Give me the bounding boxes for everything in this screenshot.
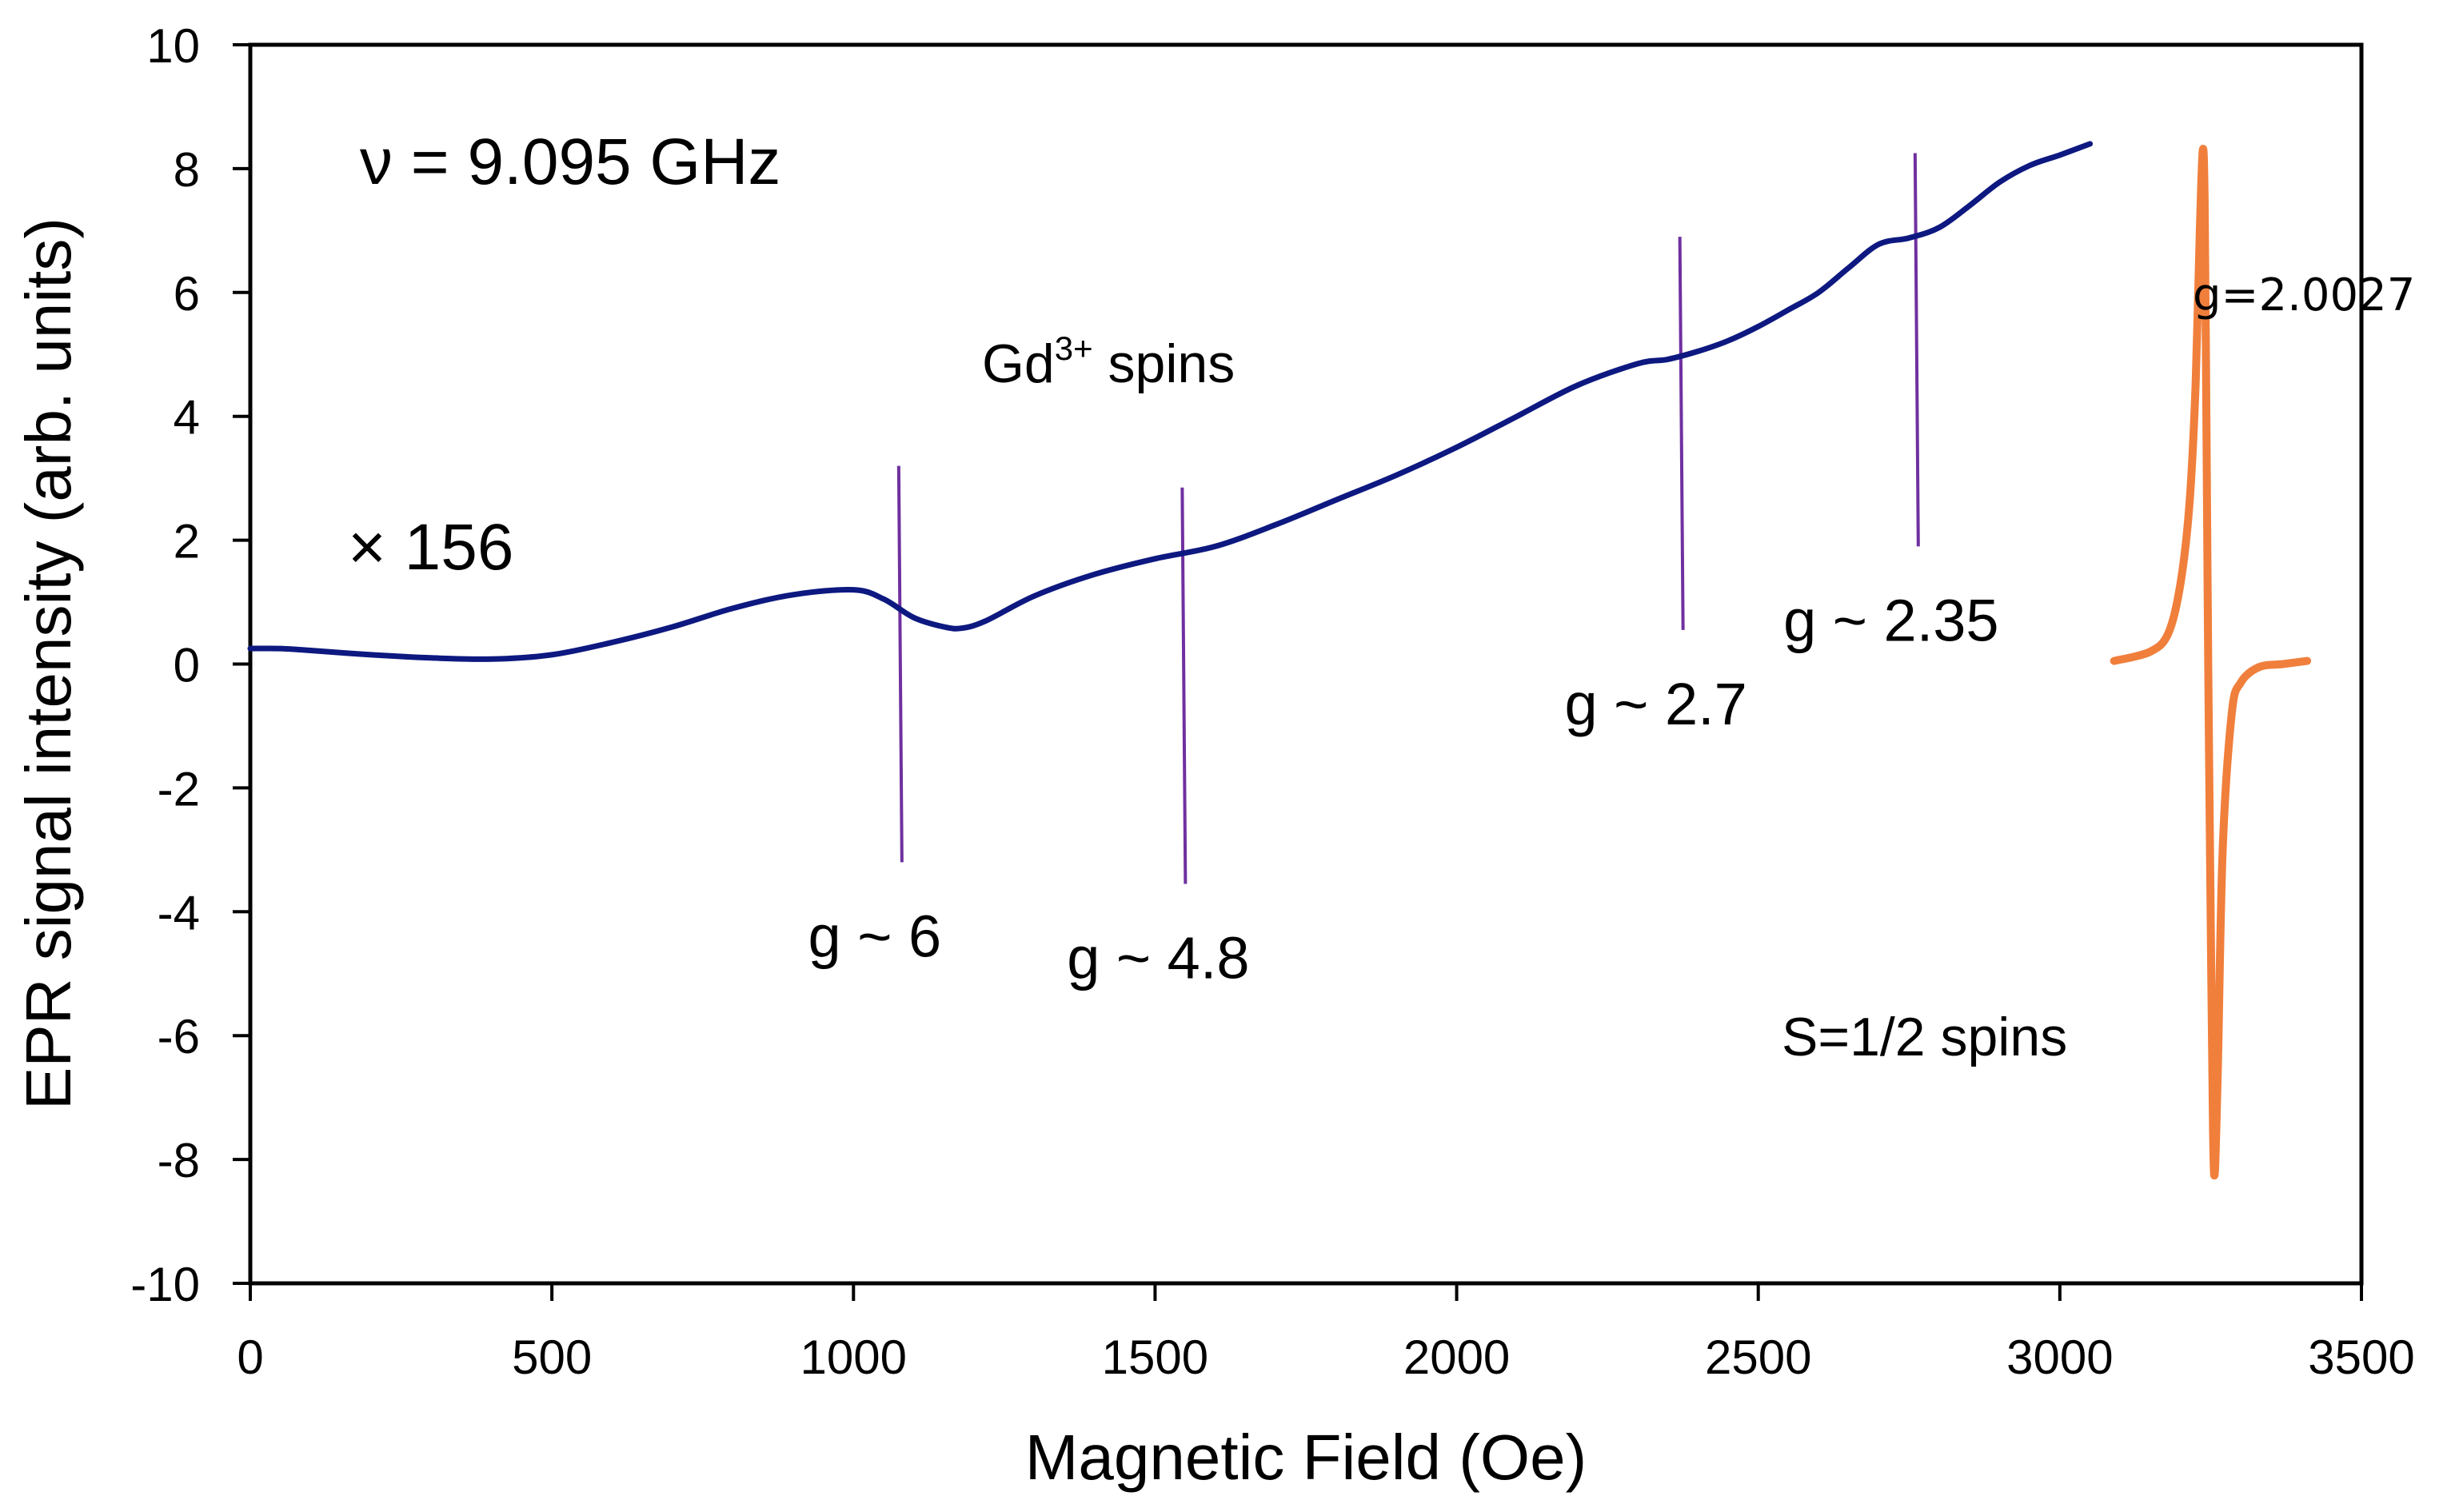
gd-spins-label: Gd3+ spins bbox=[982, 329, 1235, 394]
x-tick-label: 3000 bbox=[2006, 1330, 2113, 1384]
x-tick-label: 500 bbox=[512, 1330, 592, 1384]
g-marker-line bbox=[896, 465, 904, 863]
g-marker-line bbox=[1180, 487, 1188, 884]
scale-factor-annotation: × 156 bbox=[348, 511, 513, 584]
gd-label-main: Gd bbox=[982, 333, 1055, 394]
x-axis-title: Magnetic Field (Oe) bbox=[1025, 1422, 1587, 1493]
gd-label-superscript: 3+ bbox=[1055, 329, 1093, 367]
x-tick-label: 1000 bbox=[800, 1330, 907, 1384]
x-tick-label: 0 bbox=[237, 1330, 263, 1384]
x-tick-label: 3500 bbox=[2308, 1330, 2414, 1384]
plot-area-frame bbox=[248, 42, 2364, 1286]
g-marker-line bbox=[1913, 153, 1920, 547]
s-half-spins-series-line bbox=[2110, 145, 2312, 1180]
y-tick-label: -6 bbox=[158, 1010, 200, 1063]
g-marker-label: g ~ 2.35 bbox=[1783, 587, 1999, 653]
y-tick-label: 2 bbox=[174, 515, 200, 568]
y-tick-label: -10 bbox=[130, 1258, 200, 1311]
y-axis-title: EPR signal intensity (arb. units) bbox=[13, 217, 84, 1110]
gd-spins-series-line bbox=[247, 141, 2094, 662]
y-tick-label: 0 bbox=[174, 639, 200, 692]
g-marker-label: g ~ 6 bbox=[808, 903, 942, 969]
x-tick-label: 2000 bbox=[1403, 1330, 1510, 1384]
x-tick-label: 1500 bbox=[1102, 1330, 1208, 1384]
s-half-spins-label: S=1/2 spins bbox=[1782, 1007, 2067, 1067]
y-tick-label: -4 bbox=[158, 886, 200, 940]
y-axis: -10 -8 -6 -4 -2 0 2 4 6 8 10 bbox=[130, 19, 250, 1311]
frequency-annotation: ν = 9.095 GHz bbox=[360, 126, 780, 198]
y-tick-label: 4 bbox=[174, 391, 200, 445]
g-marker-label: g ~ 4.8 bbox=[1067, 924, 1249, 991]
x-tick-label: 2500 bbox=[1705, 1330, 1811, 1384]
y-tick-label: 8 bbox=[174, 143, 200, 197]
x-axis: 0 500 1000 1500 2000 2500 3000 3500 bbox=[237, 1283, 2415, 1384]
data-series bbox=[247, 141, 2312, 1180]
y-tick-label: 10 bbox=[146, 19, 200, 73]
gd-label-rest: spins bbox=[1093, 333, 1235, 394]
g-factor-markers: g ~ 6 g ~ 4.8 g ~ 2.7 g ~ 2.35 bbox=[808, 153, 1999, 991]
y-tick-label: -2 bbox=[158, 762, 200, 816]
g-free-label: g=2.0027 bbox=[2193, 269, 2415, 321]
g-marker-line bbox=[1678, 237, 1685, 630]
y-tick-label: -8 bbox=[158, 1134, 200, 1187]
g-marker-label: g ~ 2.7 bbox=[1564, 671, 1746, 737]
y-tick-label: 6 bbox=[174, 267, 200, 321]
